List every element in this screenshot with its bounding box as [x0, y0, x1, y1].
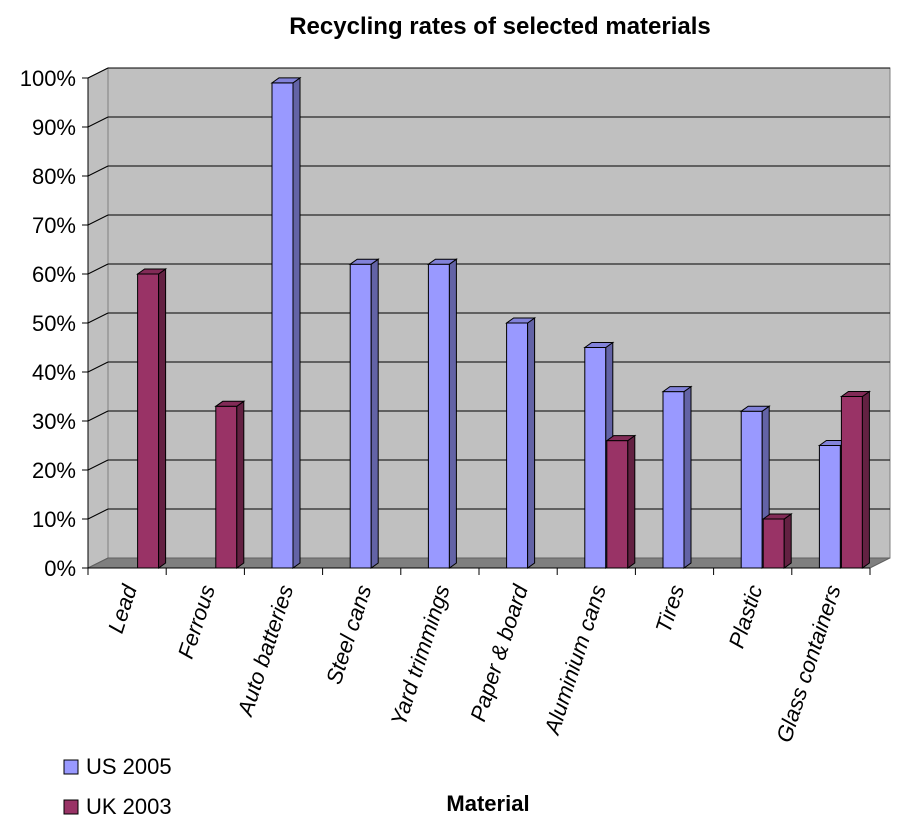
y-tick-label: 20%: [32, 458, 76, 483]
bar-front: [662, 391, 685, 569]
gridline-side: [87, 361, 109, 373]
bar: [839, 390, 871, 569]
gridline-side: [87, 459, 109, 471]
bar-side: [683, 385, 692, 569]
bars: [136, 76, 871, 569]
bar-top: [583, 342, 615, 348]
bar-top: [739, 405, 771, 412]
x-tick-label: Steel cans: [321, 582, 377, 687]
bar-front: [137, 273, 160, 569]
legend-item: UK 2003: [63, 794, 172, 819]
bar: [605, 434, 637, 569]
gridline-side: [87, 508, 109, 520]
legend-swatch: [63, 759, 79, 775]
y-tick-label: 80%: [32, 164, 76, 189]
gridline-side: [87, 165, 109, 177]
gridline-side: [87, 67, 109, 79]
x-tick-label: Auto batteries: [232, 582, 298, 721]
bar-top: [136, 268, 168, 275]
chart-title: Recycling rates of selected materials: [289, 13, 711, 40]
x-tick-label: Lead: [103, 581, 142, 636]
bar-top: [270, 77, 302, 84]
bar-front: [215, 405, 238, 569]
legend: US 2005 UK 2003: [63, 754, 172, 819]
bar-side: [370, 258, 379, 569]
bar-top: [661, 386, 693, 393]
bar-top: [605, 435, 637, 442]
legend-label: UK 2003: [86, 794, 172, 819]
legend-swatch: [63, 799, 79, 815]
bar-top: [839, 391, 871, 397]
x-tick-labels: Lead Ferrous Auto batteries Steel cans Yard …: [103, 581, 846, 745]
y-tick-label: 100%: [20, 66, 76, 91]
bar-side: [236, 400, 245, 569]
bar-side: [861, 390, 870, 569]
x-axis-title: Material: [446, 791, 529, 816]
x-tick-label: Aluminium cans: [539, 582, 611, 739]
x-tick-label: Plastic: [724, 582, 768, 651]
bar: [426, 258, 458, 569]
gridline-side: [87, 263, 109, 275]
bar: [270, 76, 302, 569]
bar-top: [761, 513, 793, 520]
gridline-side: [87, 410, 109, 422]
bar-front: [506, 322, 529, 569]
x-tick-label: Paper & board: [465, 581, 533, 724]
bar-top: [505, 317, 537, 324]
bar-front: [349, 263, 372, 569]
x-tick-label: Yard trimmings: [386, 582, 455, 729]
bar: [136, 268, 168, 569]
bar-side: [448, 258, 457, 569]
bar-front: [584, 347, 607, 569]
bar-side: [627, 434, 636, 569]
bar-side: [527, 317, 536, 569]
gridline-side: [87, 116, 109, 128]
legend-item: US 2005: [63, 754, 172, 779]
bar-top: [426, 258, 458, 265]
bar-front: [840, 396, 863, 569]
y-tick-label: 10%: [32, 507, 76, 532]
bar-front: [762, 518, 785, 569]
y-tick-label: 90%: [32, 115, 76, 140]
x-tick-label: Tires: [650, 582, 689, 636]
y-tick-label: 0%: [44, 556, 76, 581]
bar-front: [427, 263, 450, 569]
bar-side: [158, 268, 167, 569]
bar: [214, 400, 246, 569]
y-tick-label: 50%: [32, 311, 76, 336]
bar-front: [818, 445, 841, 569]
bar-side: [783, 513, 792, 569]
y-tick-label: 40%: [32, 360, 76, 385]
bar: [505, 317, 537, 569]
bar-top: [214, 400, 246, 407]
bar-front: [606, 440, 629, 569]
y-tick-label: 70%: [32, 213, 76, 238]
axes: [87, 78, 871, 575]
bar-front: [740, 410, 763, 569]
bar-front: [271, 82, 294, 569]
gridline-side: [87, 312, 109, 324]
y-tick-label: 60%: [32, 262, 76, 287]
bar-top: [348, 258, 380, 265]
gridline-side: [87, 214, 109, 226]
bar: [348, 258, 380, 569]
bar: [761, 513, 793, 569]
y-tick-label: 30%: [32, 409, 76, 434]
y-tick-labels: 0% 10% 20% 30% 40% 50% 60% 70% 80% 90% 100%: [20, 66, 76, 581]
x-tick-label: Glass containers: [771, 582, 845, 746]
bar: [661, 385, 693, 569]
legend-label: US 2005: [86, 754, 172, 779]
bar-side: [292, 76, 301, 569]
x-tick-label: Ferrous: [173, 582, 220, 662]
